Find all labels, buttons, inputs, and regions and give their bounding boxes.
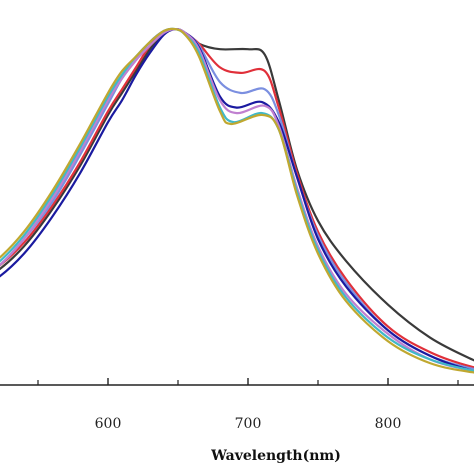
series-line-2 bbox=[0, 28, 474, 369]
series-line-6 bbox=[0, 27, 474, 372]
series-layer bbox=[0, 27, 474, 374]
series-line-5 bbox=[0, 28, 474, 372]
series-line-1 bbox=[0, 28, 474, 362]
series-line-3 bbox=[0, 27, 474, 371]
x-tick-label: 800 bbox=[375, 416, 402, 432]
series-line-4 bbox=[0, 27, 474, 372]
series-line-7 bbox=[0, 27, 474, 374]
x-ticks: 500600700800 bbox=[37, 378, 459, 432]
x-axis-title: Wavelength(nm) bbox=[210, 448, 341, 464]
x-tick-label: 700 bbox=[235, 416, 262, 432]
x-tick-label: 600 bbox=[95, 416, 122, 432]
